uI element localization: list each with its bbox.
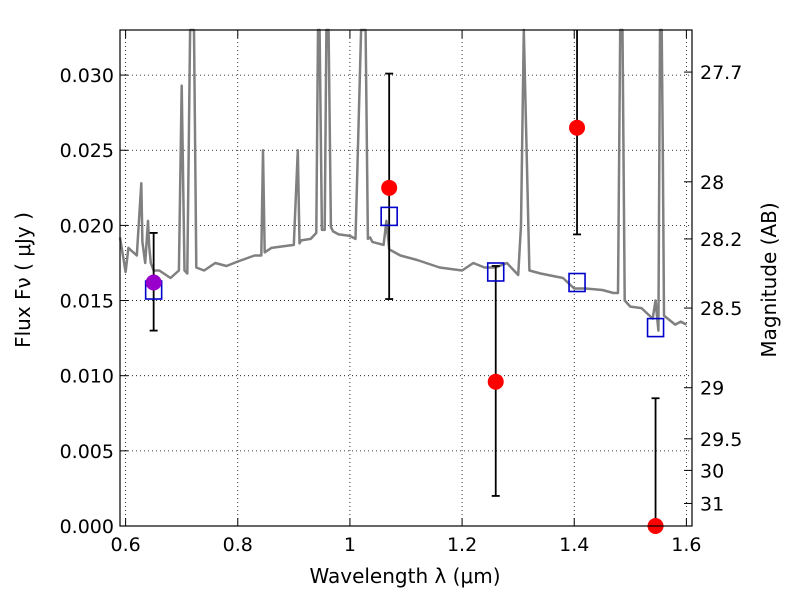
y-right-tick-label: 28.5: [700, 298, 742, 320]
red-data-point: [569, 119, 586, 136]
axis-ticks: [120, 30, 692, 527]
y-right-axis-label: Magnitude (AB): [757, 202, 781, 357]
spectrum-line: [118, 28, 687, 332]
y-right-tick-label: 30: [700, 460, 724, 482]
tick-labels: 0.6 0.8 1 1.2 1.4 1.6 0.000 0.005 0.010 0.015 0.02…: [60, 62, 743, 556]
y-axis-label: Flux Fν ( μJy ): [11, 212, 35, 348]
model-squares: [144, 206, 665, 338]
y-right-tick-label: 27.7: [700, 62, 742, 84]
red-data-point: [381, 179, 398, 196]
x-axis-label: Wavelength λ (μm): [309, 564, 500, 588]
y-right-tick-label: 28: [700, 172, 724, 194]
y-tick-label: 0.015: [60, 291, 114, 313]
model-square: [568, 272, 586, 293]
y-right-tick-label: 29.5: [700, 429, 742, 451]
x-tick-label: 0.6: [110, 534, 140, 556]
error-bars: [149, 30, 660, 527]
grid-lines: [120, 30, 692, 527]
x-tick-label: 1.6: [671, 534, 701, 556]
y-tick-label: 0.005: [60, 441, 114, 463]
y-tick-label: 0.025: [60, 140, 114, 162]
y-right-tick-label: 31: [700, 493, 724, 515]
x-tick-label: 0.8: [223, 534, 253, 556]
model-square: [486, 262, 505, 282]
y-right-tick-label: 29: [700, 378, 724, 400]
y-tick-label: 0.000: [60, 516, 114, 538]
x-tick-label: 1.4: [559, 534, 589, 556]
x-tick-label: 1.2: [447, 534, 477, 556]
red-data-point: [487, 373, 504, 390]
spectrum-polyline: [118, 28, 687, 332]
x-tick-label: 1: [344, 534, 356, 556]
y-right-tick-label: 28.2: [700, 229, 742, 251]
observed-points: [145, 119, 664, 534]
model-square: [380, 206, 398, 227]
model-square: [646, 317, 665, 338]
y-tick-label: 0.030: [60, 65, 114, 87]
y-tick-label: 0.020: [60, 215, 114, 237]
plot-frame: [119, 29, 693, 527]
y-tick-label: 0.010: [60, 366, 114, 388]
purple-data-point: [145, 274, 162, 291]
